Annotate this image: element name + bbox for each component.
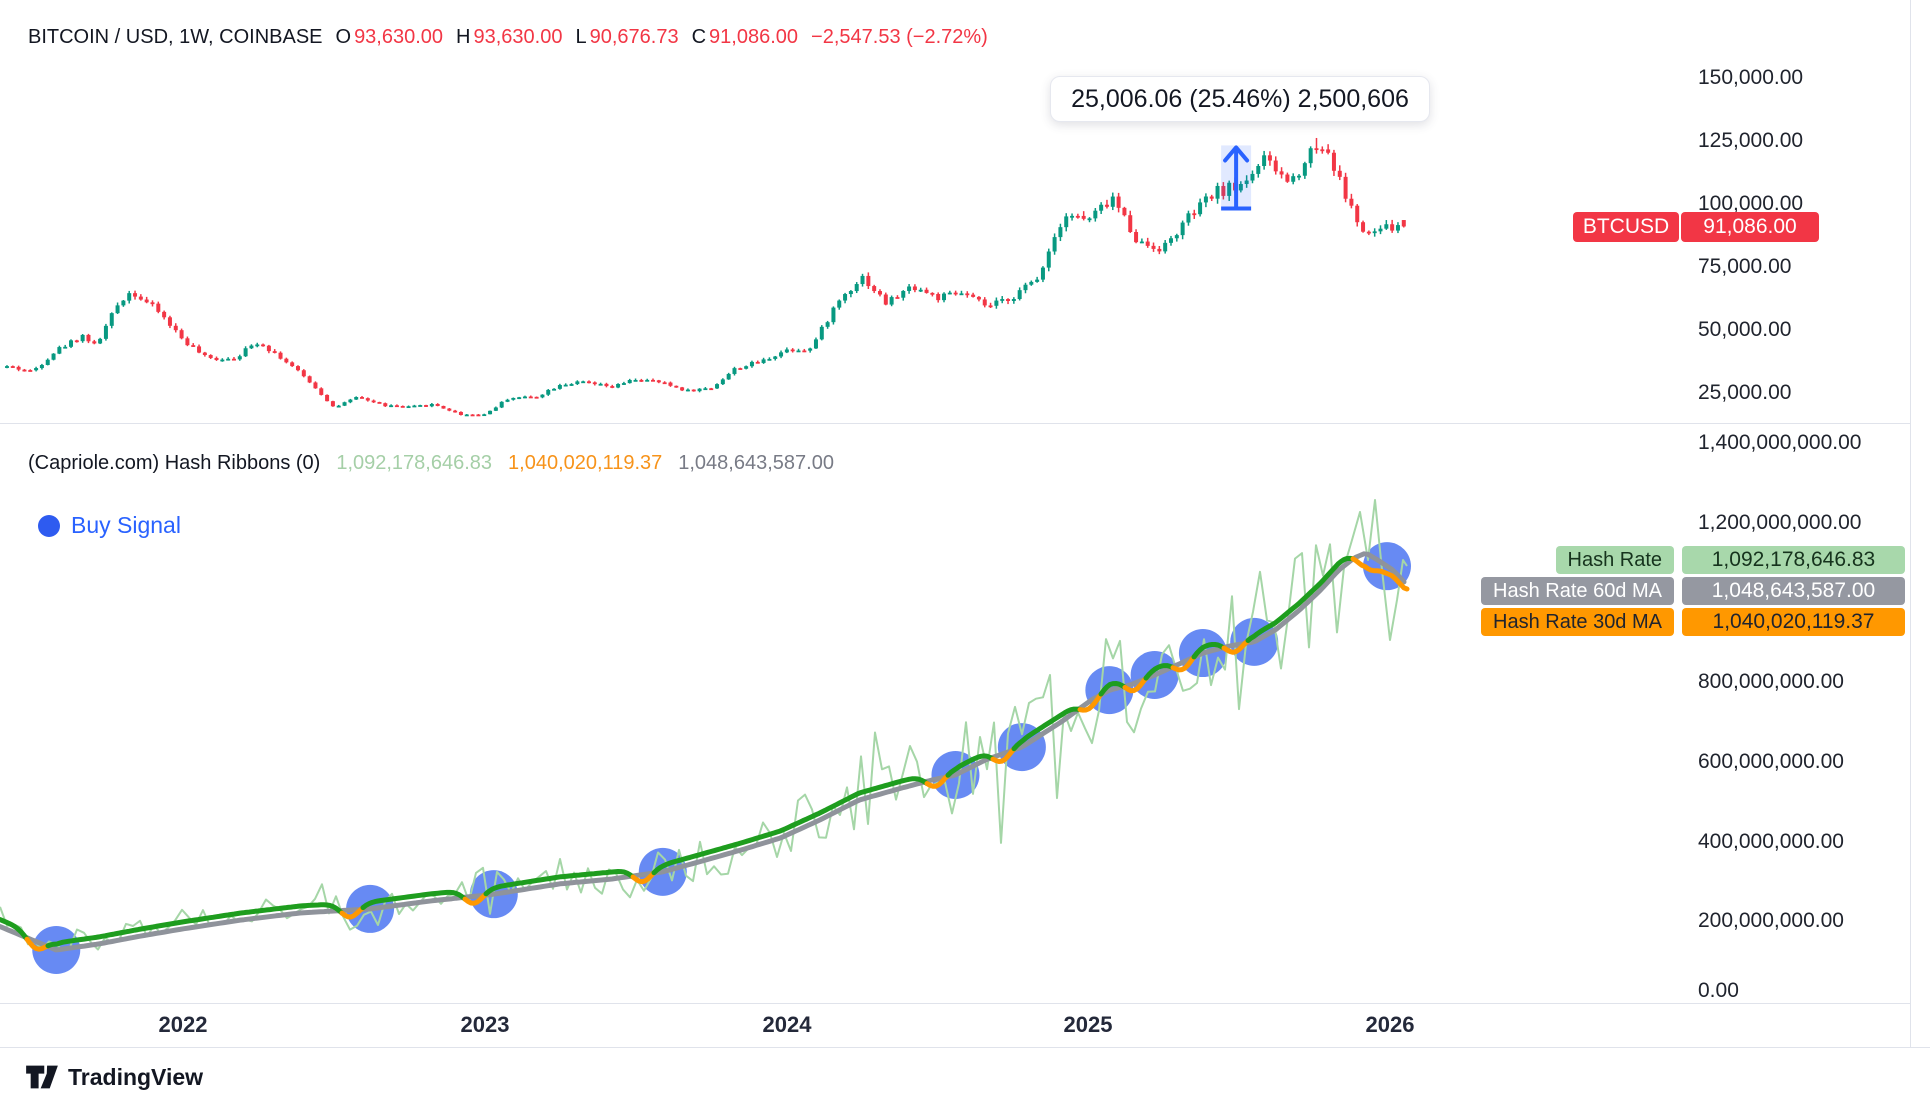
price-scale-right-border [1910, 0, 1911, 1047]
indicator-hash-rate-value: 1,092,178,646.83 [336, 452, 493, 474]
time-tick-label: 2024 [762, 1012, 812, 1037]
tradingview-logo[interactable]: TradingView [25, 1062, 203, 1092]
open-label: O [335, 26, 352, 48]
candlestick-series[interactable] [4, 137, 1406, 417]
hash-rate-badge-label: Hash Rate [1555, 546, 1674, 574]
indicator-tick-label: 1,200,000,000.00 [1698, 511, 1862, 534]
hash-rate-badge-value: 1,092,178,646.83 [1682, 546, 1905, 574]
time-tick-label: 2025 [1063, 1012, 1113, 1037]
indicator-ma30-value: 1,040,020,119.37 [508, 452, 663, 474]
indicator-tick-label: 200,000,000.00 [1698, 909, 1844, 932]
tradingview-logo-text: TradingView [68, 1063, 204, 1090]
low-value: 90,676.73 [589, 26, 679, 48]
price-tick-label: 25,000.00 [1698, 381, 1792, 404]
tradingview-logo-icon [26, 1065, 58, 1089]
hash-rate-raw-line[interactable] [0, 499, 1408, 951]
indicator-legend: (Capriole.com) Hash Ribbons (0) 1,092,17… [28, 452, 834, 475]
price-tick-label: 50,000.00 [1698, 318, 1792, 341]
price-tick-label: 150,000.00 [1698, 66, 1804, 89]
measure-tooltip-text: 25,006.06 (25.46%) 2,500,606 [1071, 84, 1409, 113]
high-value: 93,630.00 [473, 26, 563, 48]
hash-rate-30d-line[interactable] [0, 555, 1410, 952]
indicator-tick-label: 600,000,000.00 [1698, 750, 1844, 773]
indicator-tick-label: 800,000,000.00 [1698, 670, 1844, 693]
price-tick-label: 75,000.00 [1698, 255, 1792, 278]
indicator-ma60-value: 1,048,643,587.00 [678, 452, 834, 474]
low-label: L [575, 26, 587, 48]
indicator-tick-label: 0.00 [1698, 979, 1739, 1002]
price-tick-label: 100,000.00 [1698, 192, 1804, 215]
high-label: H [456, 26, 471, 48]
hash-rate-60d-line[interactable] [0, 551, 1407, 953]
indicator-tick-label: 400,000,000.00 [1698, 830, 1844, 853]
hash-rate-60d-badge-value: 1,048,643,587.00 [1682, 577, 1905, 605]
time-tick-label: 2022 [158, 1012, 208, 1037]
symbol-price-badge-value: 91,086.00 [1681, 212, 1819, 242]
close-value: 91,086.00 [709, 26, 799, 48]
open-value: 93,630.00 [354, 26, 444, 48]
close-label: C [691, 26, 707, 48]
time-axis-top-border [0, 1003, 1910, 1004]
price-range-tool[interactable] [1221, 145, 1252, 211]
change-value: −2,547.53 (−2.72%) [811, 26, 988, 48]
chart-bottom-border [0, 1047, 1930, 1048]
symbol-title[interactable]: BITCOIN / USD, 1W, COINBASE [28, 26, 323, 48]
pane-divider[interactable] [0, 423, 1910, 424]
measure-tooltip: 25,006.06 (25.46%) 2,500,606 [1050, 76, 1430, 122]
buy-signal-label: Buy Signal [71, 512, 181, 538]
indicator-tick-label: 1,400,000,000.00 [1698, 431, 1862, 454]
hash-rate-60d-badge-label: Hash Rate 60d MA [1481, 577, 1674, 605]
hash-rate-30d-badge-value: 1,040,020,119.37 [1682, 608, 1905, 636]
buy-signal-markers[interactable] [32, 542, 1411, 974]
buy-signal-dot-icon [38, 514, 60, 537]
symbol-legend: BITCOIN / USD, 1W, COINBASE O 93,630.00 … [28, 26, 988, 49]
symbol-price-badge-label: BTCUSD [1573, 212, 1679, 242]
indicator-title[interactable]: (Capriole.com) Hash Ribbons (0) [28, 452, 321, 474]
hash-rate-30d-badge-label: Hash Rate 30d MA [1481, 608, 1674, 636]
time-tick-label: 2023 [460, 1012, 510, 1037]
time-tick-label: 2026 [1365, 1012, 1415, 1037]
price-tick-label: 125,000.00 [1698, 129, 1804, 152]
buy-signal-legend[interactable]: Buy Signal [38, 512, 181, 539]
